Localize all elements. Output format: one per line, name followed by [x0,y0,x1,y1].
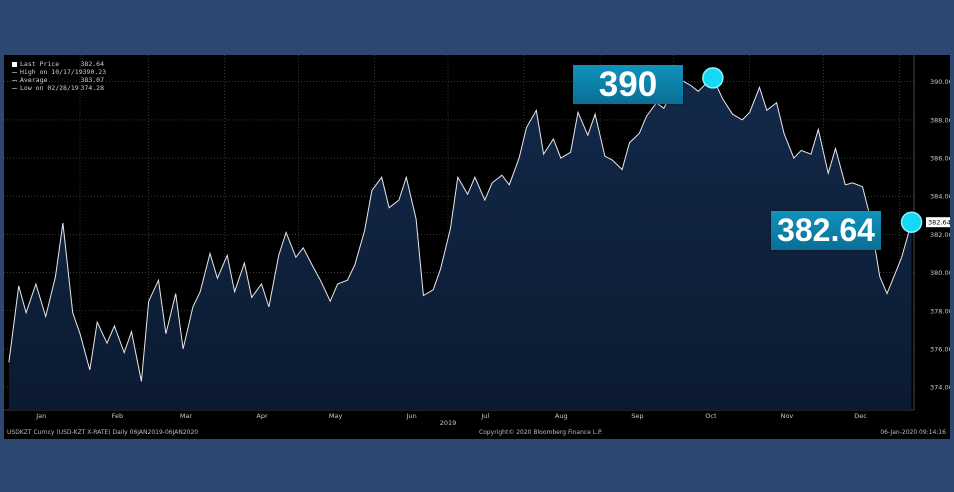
x-tick-label: Oct [705,412,717,420]
legend-low-value: 374.28 [80,84,104,92]
y-tick-label: 382.00 [930,231,950,239]
low-marker-icon [12,87,17,89]
legend-low-label: Low on 02/28/19 [20,84,79,92]
last-price-dot [900,211,923,233]
x-tick-label: Sep [631,412,643,420]
x-tick-label: Aug [555,412,568,420]
y-tick-label: 376.00 [930,345,950,353]
y-tick-label: 380.00 [930,269,950,277]
price-chart: 374.00 376.00 378.00 380.00 382.00 384.00 386.… [4,55,950,427]
last-price-axis-marker [926,217,950,228]
peak-callout: 390 [573,65,683,104]
legend-last-price: Last Price 382.64 [12,60,104,68]
y-tick-label: 390.00 [930,78,950,86]
high-marker-icon [12,71,17,73]
year-label: 2019 [440,419,457,427]
legend-high-value: 390.23 [82,68,107,76]
price-line [8,77,912,382]
y-tick-label: 374.00 [930,384,950,392]
y-tick-label: 378.00 [930,307,950,315]
y-tick-label: 388.00 [930,116,950,124]
x-tick-label: Mar [180,412,193,420]
peak-dot [702,67,724,89]
last-price-swatch-icon [12,61,17,67]
legend-high: High on 10/17/19 390.23 [12,68,107,76]
x-tick-label: May [329,412,343,420]
footer-timestamp: 06-Jan-2020 09:14:16 [880,429,946,436]
legend-high-label: High on 10/17/19 [20,68,83,76]
y-tick-label: 386.00 [930,155,950,163]
x-tick-label: Jun [406,412,417,420]
x-tick-label: Dec [854,412,867,420]
last-price-callout: 382.64 [771,211,881,250]
footer-copyright: Copyright© 2020 Bloomberg Finance L.P. [479,429,603,436]
legend-last-price-value: 382.64 [80,60,104,68]
legend-average-value: 383.07 [80,76,104,84]
legend-average-label: Average [20,76,48,84]
legend-low: Low on 02/28/19 374.28 [12,84,104,92]
y-tick-label: 384.00 [930,193,950,201]
chart-legend: Last Price 382.64 High on 10/17/19 390.2… [12,60,107,92]
legend-average: Average 383.07 [12,76,104,84]
footer-ticker: USDKZT Curncy (USD-KZT X-RATE) Daily 06J… [7,429,199,436]
x-tick-label: Nov [781,412,794,420]
x-tick-label: Apr [256,412,268,420]
legend-last-price-label: Last Price [20,60,60,68]
last-price-axis-label: 382.64 [928,219,950,227]
average-marker-icon [12,79,17,81]
x-tick-label: Jul [480,412,489,420]
price-area [8,77,912,411]
x-tick-label: Feb [112,412,124,420]
x-tick-label: Jan [35,412,46,420]
